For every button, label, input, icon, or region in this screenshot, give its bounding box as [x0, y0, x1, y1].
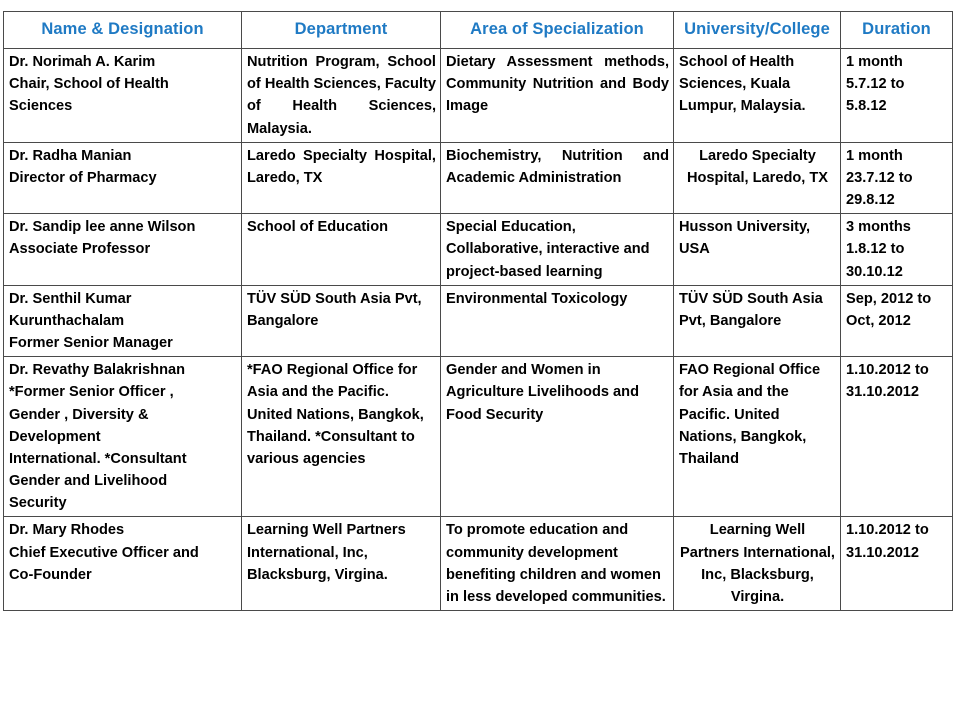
cell-duration-text: 1 month 5.7.12 to 5.8.12	[846, 54, 905, 115]
cell-department: TÜV SÜD South Asia Pvt, Bangalore	[241, 284, 441, 358]
cell-name: Dr. Norimah A. Karim Chair, School of He…	[3, 48, 242, 143]
cell-area: Special Education, Collaborative, intera…	[440, 213, 674, 286]
cell-name-text: Dr. Norimah A. Karim Chair, School of He…	[9, 54, 169, 115]
cell-name-text: Dr. Mary Rhodes Chief Executive Officer …	[9, 522, 199, 583]
cell-department-text: Nutrition Program, School of Health Scie…	[247, 54, 436, 137]
column-header-department: Department	[241, 11, 441, 49]
column-header-area: Area of Specialization	[440, 11, 674, 49]
cell-name: Dr. Radha Manian Director of Pharmacy	[3, 141, 242, 215]
cell-university: Laredo Specialty Hospital, Laredo, TX	[673, 141, 841, 215]
cell-area-text: Special Education, Collaborative, intera…	[446, 219, 650, 280]
cell-name-text: Dr. Radha Manian Director of Pharmacy	[9, 147, 157, 186]
cell-duration: 1.10.2012 to 31.10.2012	[840, 356, 953, 518]
cell-department-text: Laredo Specialty Hospital, Laredo, TX	[247, 147, 436, 186]
table-row: Dr. Revathy Balakrishnan *Former Senior …	[3, 356, 953, 518]
cell-university: School of Health Sciences, Kuala Lumpur,…	[673, 48, 841, 143]
table-header: Name & Designation Department Area of Sp…	[3, 11, 953, 49]
column-header-name: Name & Designation	[3, 11, 242, 49]
cell-area: Dietary Assessment methods, Community Nu…	[440, 48, 674, 143]
cell-department-text: *FAO Regional Office for Asia and the Pa…	[247, 362, 424, 467]
cell-university-text: FAO Regional Office for Asia and the Pac…	[679, 362, 821, 467]
table-body: Dr. Norimah A. Karim Chair, School of He…	[3, 48, 953, 612]
table-row: Dr. Senthil Kumar Kurunthachalam Former …	[3, 284, 953, 358]
cell-duration-text: 1.10.2012 to 31.10.2012	[846, 362, 929, 401]
cell-name: Dr. Revathy Balakrishnan *Former Senior …	[3, 356, 242, 518]
cell-department: Laredo Specialty Hospital, Laredo, TX	[241, 141, 441, 215]
cell-university: FAO Regional Office for Asia and the Pac…	[673, 356, 841, 518]
cell-university: Husson University, USA	[673, 213, 841, 286]
cell-university-text: Laredo Specialty Hospital, Laredo, TX	[686, 147, 829, 186]
table-row: Dr. Norimah A. Karim Chair, School of He…	[3, 48, 953, 143]
cell-department-text: TÜV SÜD South Asia Pvt, Bangalore	[247, 290, 422, 329]
cell-area-text: To promote education and community devel…	[446, 522, 666, 605]
cell-department: School of Education	[241, 213, 441, 286]
cell-university-text: TÜV SÜD South Asia Pvt, Bangalore	[679, 290, 823, 329]
table-row: Dr. Mary Rhodes Chief Executive Officer …	[3, 516, 953, 612]
cell-area: Gender and Women in Agriculture Liveliho…	[440, 356, 674, 518]
cell-department-text: School of Education	[247, 219, 389, 236]
cell-university-text: Learning Well Partners International, In…	[680, 522, 835, 605]
cell-area: Biochemistry, Nutrition and Academic Adm…	[440, 141, 674, 215]
table-row: Dr. Radha Manian Director of Pharmacy La…	[3, 141, 953, 215]
cell-name-text: Dr. Senthil Kumar Kurunthachalam Former …	[9, 290, 173, 352]
cell-university: Learning Well Partners International, In…	[673, 516, 841, 612]
cell-duration-text: Sep, 2012 to Oct, 2012	[846, 290, 932, 329]
cell-duration-text: 1 month 23.7.12 to 29.8.12	[846, 147, 913, 209]
cell-university-text: Husson University, USA	[679, 219, 811, 258]
cell-duration-text: 3 months 1.8.12 to 30.10.12	[846, 219, 911, 280]
cell-duration: 1 month 5.7.12 to 5.8.12	[840, 48, 953, 143]
cell-department: Learning Well Partners International, In…	[241, 516, 441, 612]
cell-duration: Sep, 2012 to Oct, 2012	[840, 284, 953, 358]
cell-duration: 1 month 23.7.12 to 29.8.12	[840, 141, 953, 215]
cell-university-text: School of Health Sciences, Kuala Lumpur,…	[679, 54, 806, 115]
cell-area-text: Dietary Assessment methods, Community Nu…	[446, 54, 669, 115]
cell-area: Environmental Toxicology	[440, 284, 674, 358]
cell-duration-text: 1.10.2012 to 31.10.2012	[846, 522, 929, 561]
cell-name-text: Dr. Revathy Balakrishnan *Former Senior …	[9, 362, 187, 512]
cell-department-text: Learning Well Partners International, In…	[247, 522, 406, 583]
cell-duration: 1.10.2012 to 31.10.2012	[840, 516, 953, 612]
cell-area: To promote education and community devel…	[440, 516, 674, 612]
column-header-university: University/College	[673, 11, 841, 49]
cell-name: Dr. Mary Rhodes Chief Executive Officer …	[3, 516, 242, 612]
scholars-table: Name & Designation Department Area of Sp…	[3, 11, 953, 612]
cell-name-text: Dr. Sandip lee anne Wilson Associate Pro…	[9, 219, 196, 258]
cell-name: Dr. Sandip lee anne Wilson Associate Pro…	[3, 213, 242, 286]
header-row: Name & Designation Department Area of Sp…	[3, 11, 953, 49]
table-row: Dr. Sandip lee anne Wilson Associate Pro…	[3, 213, 953, 286]
column-header-duration: Duration	[840, 11, 953, 49]
cell-area-text: Gender and Women in Agriculture Liveliho…	[446, 362, 639, 423]
cell-name: Dr. Senthil Kumar Kurunthachalam Former …	[3, 284, 242, 358]
cell-area-text: Biochemistry, Nutrition and Academic Adm…	[446, 147, 669, 186]
cell-department: *FAO Regional Office for Asia and the Pa…	[241, 356, 441, 518]
cell-university: TÜV SÜD South Asia Pvt, Bangalore	[673, 284, 841, 358]
cell-area-text: Environmental Toxicology	[446, 290, 628, 307]
cell-department: Nutrition Program, School of Health Scie…	[241, 48, 441, 143]
cell-duration: 3 months 1.8.12 to 30.10.12	[840, 213, 953, 286]
